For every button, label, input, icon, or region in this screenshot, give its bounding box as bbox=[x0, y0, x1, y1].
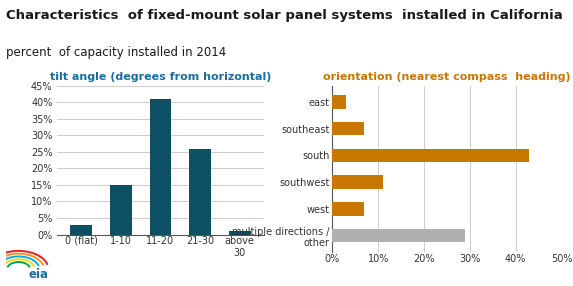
Bar bbox=[332, 95, 346, 109]
Text: percent  of capacity installed in 2014: percent of capacity installed in 2014 bbox=[6, 46, 226, 59]
Bar bbox=[110, 185, 132, 235]
Bar bbox=[332, 122, 364, 135]
Title: tilt angle (degrees from horizontal): tilt angle (degrees from horizontal) bbox=[50, 72, 271, 82]
Bar bbox=[332, 202, 364, 216]
Bar bbox=[70, 225, 92, 235]
Title: orientation (nearest compass  heading): orientation (nearest compass heading) bbox=[323, 72, 571, 82]
Bar bbox=[189, 149, 211, 235]
Text: Characteristics  of fixed-mount solar panel systems  installed in California: Characteristics of fixed-mount solar pan… bbox=[6, 9, 563, 21]
Bar bbox=[332, 175, 383, 189]
Bar bbox=[229, 231, 251, 235]
Bar bbox=[332, 229, 465, 242]
Bar bbox=[150, 99, 171, 235]
Bar bbox=[332, 149, 529, 162]
Text: eia: eia bbox=[29, 269, 49, 281]
